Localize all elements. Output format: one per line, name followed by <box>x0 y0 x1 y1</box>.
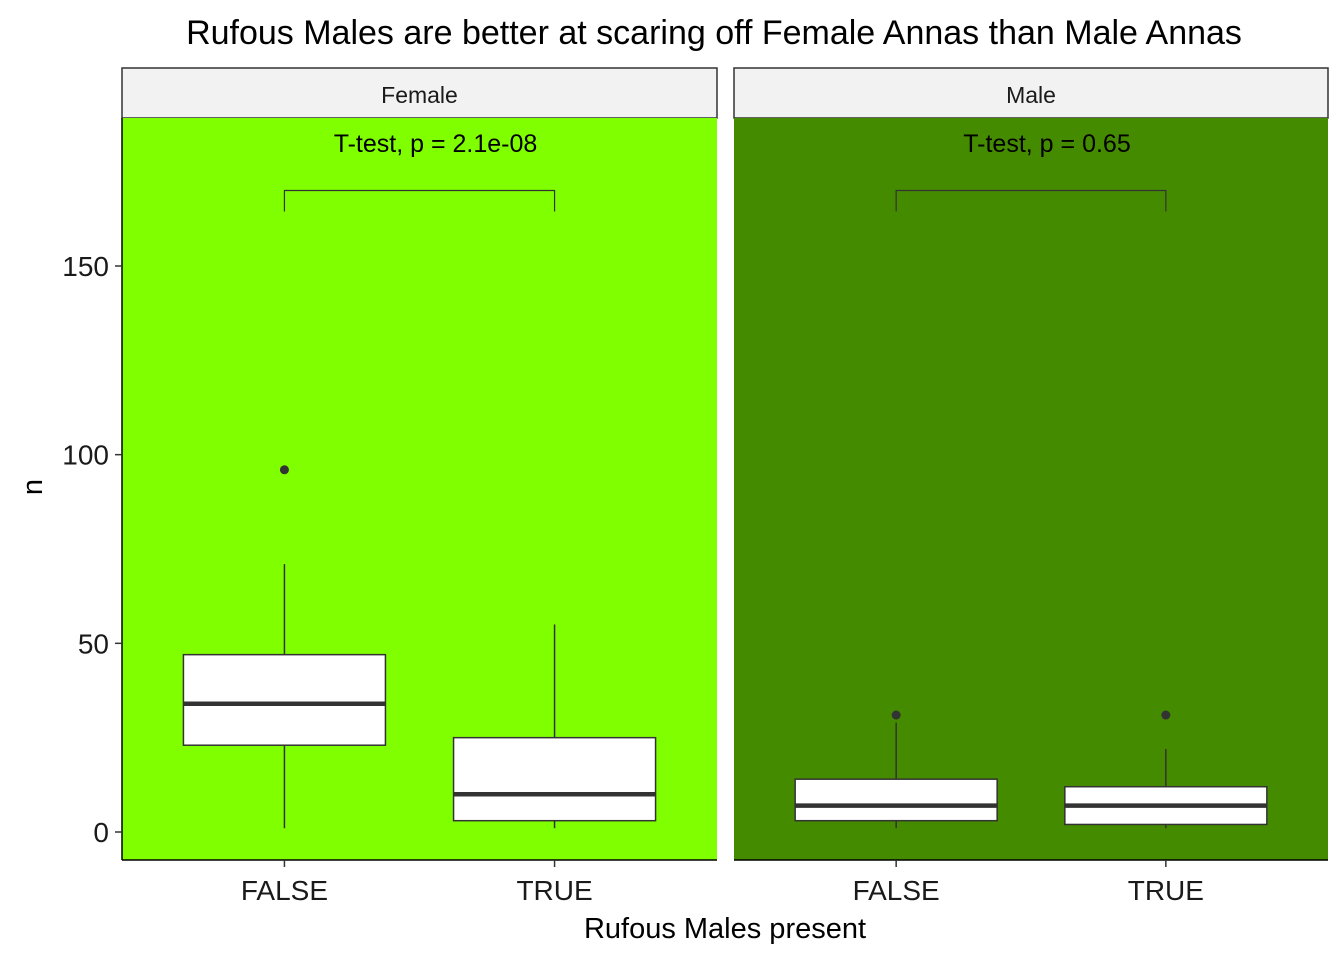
y-tick-label: 100 <box>62 440 109 471</box>
facet-female: Female T-test, p = 2.1e-08 FALSE TRUE <box>121 67 718 906</box>
x-tick-label: FALSE <box>241 875 328 906</box>
chart-title: Rufous Males are better at scaring off F… <box>186 14 1242 52</box>
box-true <box>1064 710 1268 829</box>
box-false <box>794 710 998 829</box>
facet-male: Male T-test, p = 0.65 FALSE TRUE <box>733 67 1329 906</box>
y-tick-label: 150 <box>62 251 109 282</box>
iqr-box <box>794 778 998 822</box>
box-false <box>182 465 387 829</box>
outlier-point <box>279 465 289 475</box>
significance-bracket <box>283 189 556 212</box>
facet-strip <box>733 67 1329 119</box>
box-true <box>452 624 657 829</box>
y-axis-title: n <box>17 479 49 495</box>
y-tick-label: 0 <box>93 817 109 848</box>
panel-background <box>734 118 1328 860</box>
facet-strip <box>121 67 718 119</box>
outlier-point <box>891 710 901 720</box>
facet-strip-label: Male <box>1006 82 1056 108</box>
outlier-point <box>1161 710 1171 720</box>
x-tick-label: TRUE <box>516 875 592 906</box>
p-value-annotation: T-test, p = 2.1e-08 <box>334 130 538 158</box>
facet-strip-label: Female <box>381 82 458 108</box>
x-tick-label: TRUE <box>1128 875 1204 906</box>
iqr-box <box>182 653 387 746</box>
y-tick-label: 50 <box>78 628 109 659</box>
iqr-box <box>452 736 657 822</box>
y-axis: 0 50 100 150 <box>62 118 123 860</box>
significance-bracket <box>895 189 1167 212</box>
x-tick-label: FALSE <box>853 875 940 906</box>
x-axis-title: Rufous Males present <box>584 913 866 945</box>
p-value-annotation: T-test, p = 0.65 <box>963 130 1130 158</box>
facet-panels: Female T-test, p = 2.1e-08 FALSE TRUE Male T-… <box>121 67 1329 906</box>
